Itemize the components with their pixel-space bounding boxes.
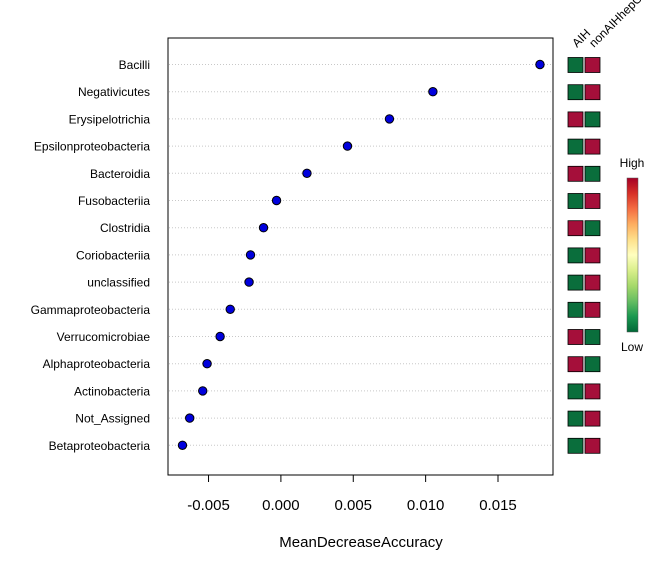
data-point	[342, 141, 353, 151]
category-label: Fusobacteriia	[78, 194, 150, 208]
heatmap-cell	[584, 57, 601, 73]
data-point	[225, 304, 235, 314]
data-point	[202, 359, 212, 369]
data-point	[271, 195, 282, 206]
data-point	[245, 250, 256, 260]
x-tick-label: 0.005	[334, 497, 372, 514]
heatmap-cell	[567, 274, 584, 291]
heatmap-cell	[584, 84, 601, 101]
heatmap-cell	[584, 329, 601, 345]
plot-frame	[167, 37, 554, 476]
data-point	[302, 168, 312, 179]
heatmap-cell	[567, 383, 584, 400]
data-point	[384, 114, 395, 124]
heatmap-cell	[567, 57, 584, 73]
heatmap-cell	[567, 111, 584, 128]
category-label: Erysipelotrichia	[69, 112, 151, 126]
category-label: Betaproteobacteria	[49, 439, 151, 453]
heatmap-cell	[584, 274, 601, 291]
category-label: Alphaproteobacteria	[43, 357, 151, 371]
heatmap-cell	[567, 329, 584, 345]
heatmap-cell	[584, 111, 601, 128]
data-point	[198, 386, 208, 396]
category-label: Epsilonproteobacteria	[34, 140, 150, 154]
category-label: Gammaproteobacteria	[31, 303, 151, 317]
category-label: Bacteroidia	[90, 167, 150, 181]
heatmap-cell	[584, 138, 601, 155]
heatmap-cell	[584, 437, 601, 454]
category-label: unclassified	[87, 276, 150, 290]
gridlines	[169, 64, 552, 446]
heatmap-cell	[584, 410, 601, 427]
heatmap-cell	[584, 356, 601, 373]
heatmap-cell	[584, 165, 601, 182]
data-point	[244, 277, 254, 287]
legend-low-label: Low	[621, 340, 643, 354]
heatmap-cell	[567, 220, 584, 237]
category-label: Not_Assigned	[75, 412, 150, 426]
x-tick-label: 0.010	[407, 497, 445, 514]
data-point	[177, 440, 188, 450]
heatmap-cell	[567, 356, 584, 373]
heatmap-column-label: nonAIHhepCon	[586, 0, 648, 50]
category-label: Verrucomicrobiae	[57, 330, 151, 344]
heatmap-cell	[567, 301, 584, 318]
heatmap-cell	[567, 165, 584, 182]
data-points	[177, 59, 545, 450]
heatmap-cell	[567, 84, 584, 101]
heatmap-cell	[567, 193, 584, 209]
heatmap-cell	[584, 193, 601, 209]
heatmap-cell	[567, 410, 584, 427]
heatmap-cell	[567, 437, 584, 454]
legend-high-label: High	[620, 156, 645, 170]
data-point	[535, 59, 545, 70]
x-tick-label: 0.015	[479, 497, 517, 514]
data-point	[258, 223, 269, 233]
heatmap-cell	[584, 220, 601, 237]
heatmap-cell	[584, 247, 601, 264]
heatmap-cell	[584, 383, 601, 400]
data-point	[428, 87, 438, 97]
category-labels: Bacilli Negativicutes Erysipelotrichia Epsi…	[31, 58, 151, 453]
x-tick-label: 0.000	[262, 497, 300, 514]
heatmap-cell	[567, 138, 584, 155]
category-label: Coriobacteriia	[76, 248, 150, 262]
color-legend: High Low	[620, 156, 645, 354]
data-point	[185, 413, 195, 423]
category-label: Clostridia	[100, 221, 150, 235]
legend-gradient-bar	[626, 177, 639, 333]
heatmap-cell	[567, 247, 584, 264]
x-axis: -0.005 0.000 0.005 0.010 0.015	[187, 474, 517, 514]
category-label: Negativicutes	[78, 85, 150, 99]
category-label: Actinobacteria	[74, 384, 150, 398]
x-axis-title: MeanDecreaseAccuracy	[279, 534, 443, 551]
heatmap-cell	[584, 301, 601, 318]
x-tick-label: -0.005	[187, 497, 230, 514]
data-point	[215, 331, 225, 342]
category-label: Bacilli	[119, 58, 150, 72]
